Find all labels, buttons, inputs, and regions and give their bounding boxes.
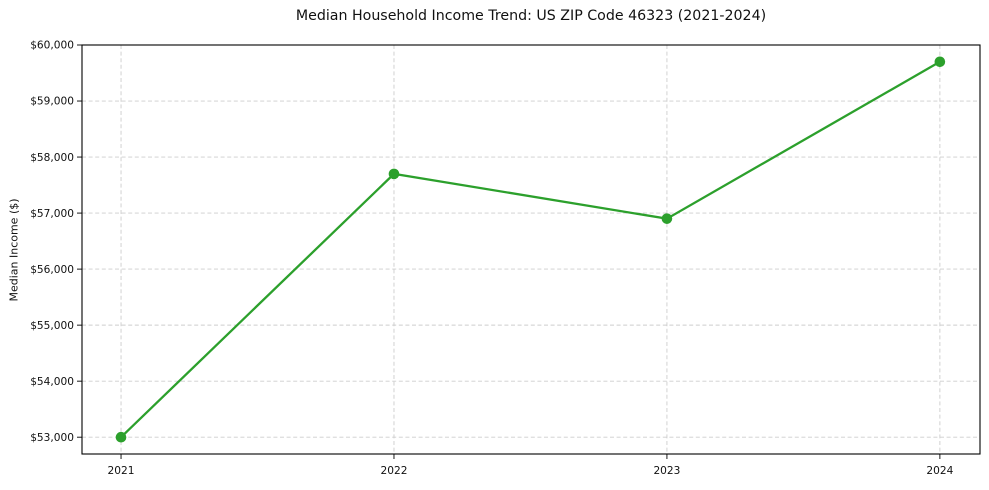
- y-tick-label: $56,000: [30, 264, 74, 276]
- x-tick-label: 2021: [108, 465, 135, 477]
- y-tick-label: $55,000: [30, 320, 74, 332]
- data-point-marker: [934, 56, 946, 68]
- y-tick-label: $60,000: [30, 40, 74, 52]
- y-tick-label: $58,000: [30, 152, 74, 164]
- plot-border: [81, 44, 981, 455]
- y-tick-label: $53,000: [30, 432, 74, 444]
- income-trend-line: [119, 60, 942, 439]
- y-tick-label: $54,000: [30, 376, 74, 388]
- y-tick-label: $59,000: [30, 96, 74, 108]
- chart-title: Median Household Income Trend: US ZIP Co…: [295, 8, 767, 24]
- y-tick-label: $57,000: [30, 208, 74, 220]
- data-point-marker: [388, 168, 400, 180]
- x-tick-label: 2024: [926, 465, 953, 477]
- data-point-marker: [115, 431, 127, 443]
- x-tick-label: 2022: [380, 465, 407, 477]
- data-point-marker: [661, 213, 673, 224]
- x-tick-label: 2023: [653, 465, 680, 477]
